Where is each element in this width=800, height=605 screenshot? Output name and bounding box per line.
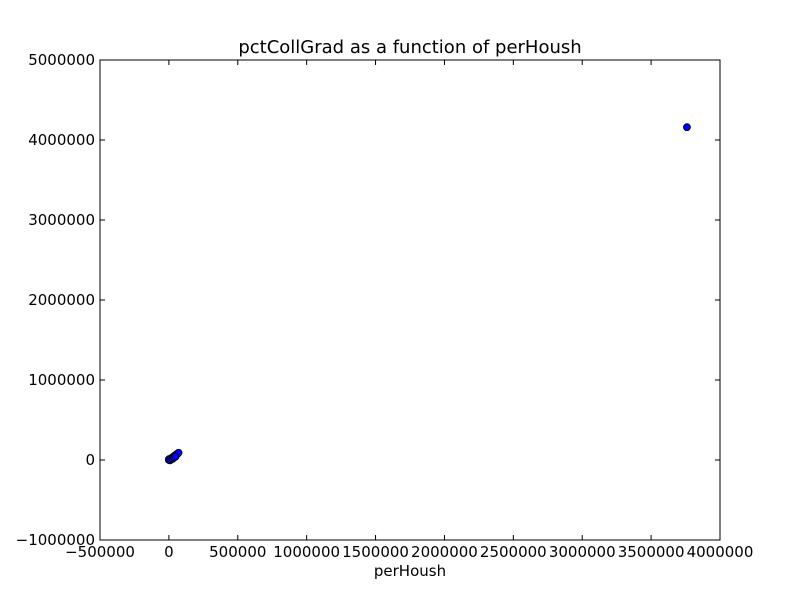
x-tick-label: 2500000 [480, 543, 547, 561]
x-tick-label: 500000 [209, 543, 266, 561]
y-tick-label: 1000000 [28, 371, 95, 389]
y-tick-label: 2000000 [28, 291, 95, 309]
x-tick-label: 1500000 [342, 543, 409, 561]
chart-title: pctCollGrad as a function of perHoush [238, 37, 581, 58]
y-tick-label: −1000000 [16, 531, 95, 549]
data-point [171, 452, 180, 461]
x-tick-label: 0 [164, 543, 174, 561]
data-point [683, 123, 691, 132]
x-tick-label: −500000 [65, 543, 135, 561]
x-tick-label: 3000000 [549, 543, 616, 561]
y-tick-label: 5000000 [28, 51, 95, 69]
x-tick-label: 1000000 [273, 543, 340, 561]
points-layer [164, 123, 691, 465]
y-tick-label: 4000000 [28, 131, 95, 149]
x-tick-label: 2000000 [411, 543, 478, 561]
x-axis-label: perHoush [374, 562, 446, 580]
y-tick-label: 3000000 [28, 211, 95, 229]
x-tick-label: 4000000 [687, 543, 754, 561]
y-tick-label: 0 [85, 451, 95, 469]
x-tick-label: 3500000 [618, 543, 685, 561]
ticks-layer: −500000 0 500000 1000000 1500000 2000000 25000… [16, 51, 754, 561]
